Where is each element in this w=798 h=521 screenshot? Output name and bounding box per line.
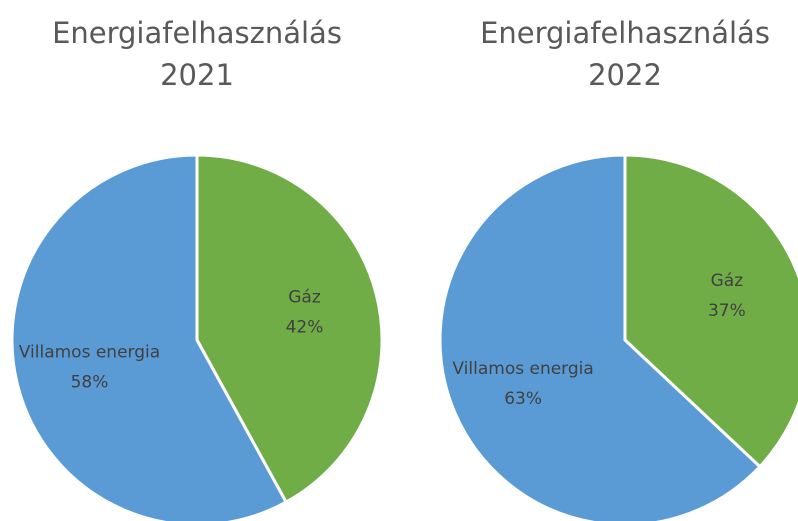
- slice-value-label: 63%: [504, 389, 542, 409]
- pie-slice: [438, 153, 762, 521]
- chart-title: Energiafelhasználás 2021: [52, 16, 342, 92]
- slice-category: Gáz: [288, 287, 321, 307]
- slice-category: Gáz: [711, 271, 744, 291]
- pie-slice: [623, 153, 798, 469]
- slice-category: Villamos energia: [452, 359, 593, 379]
- slice-category: Villamos energia: [19, 343, 160, 363]
- slice-value-label: 58%: [71, 373, 109, 393]
- slice-value-label: 42%: [286, 317, 324, 337]
- pie-slice: [10, 153, 289, 521]
- chart-title: Energiafelhasználás 2022: [480, 16, 770, 92]
- pie-slice: [195, 153, 384, 505]
- slice-value-label: 37%: [708, 301, 746, 321]
